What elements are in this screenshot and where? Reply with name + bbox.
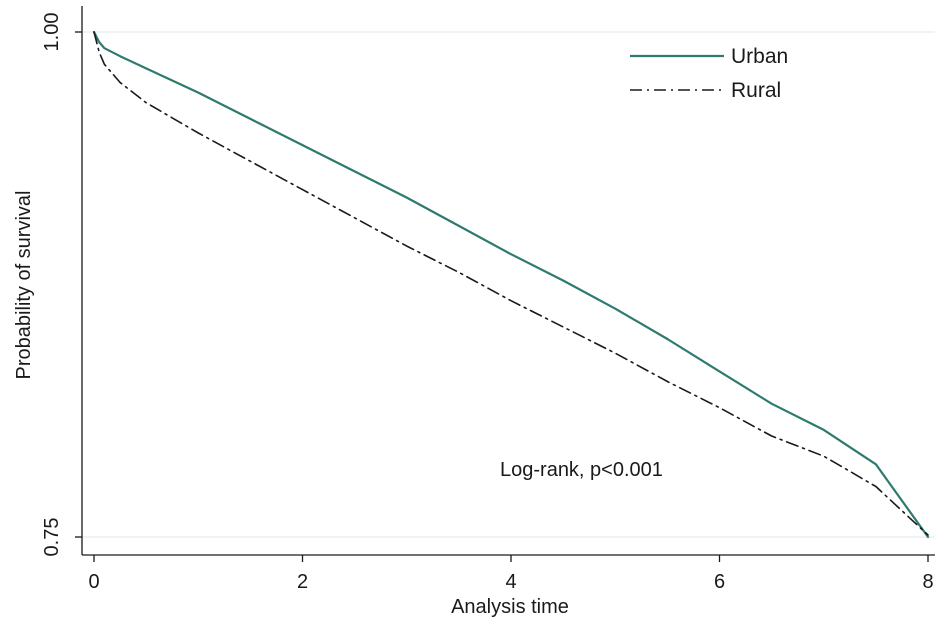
legend-label-rural: Rural (731, 79, 781, 102)
log-rank-annotation: Log-rank, p<0.001 (500, 459, 663, 481)
grid-layer (82, 31, 935, 538)
y-tick-label: 0.75 (41, 518, 63, 557)
series-layer (92, 30, 930, 539)
series-line-rural (93, 31, 929, 536)
x-tick-label: 0 (88, 571, 99, 593)
x-tick-label: 6 (714, 571, 725, 593)
y-tick-label: 1.00 (41, 13, 63, 52)
y-axis-title: Probability of survival (13, 191, 35, 380)
legend-label-urban: Urban (731, 45, 788, 68)
legend: Urban Rural (630, 45, 788, 102)
x-tick-label: 4 (505, 571, 516, 593)
series-line-urban (92, 30, 930, 539)
x-tick-label: 8 (922, 571, 933, 593)
axis-layer: 0.75 1.00 0 2 4 6 8 (41, 6, 935, 593)
x-tick-label: 2 (297, 571, 308, 593)
x-axis-title: Analysis time (451, 596, 569, 618)
